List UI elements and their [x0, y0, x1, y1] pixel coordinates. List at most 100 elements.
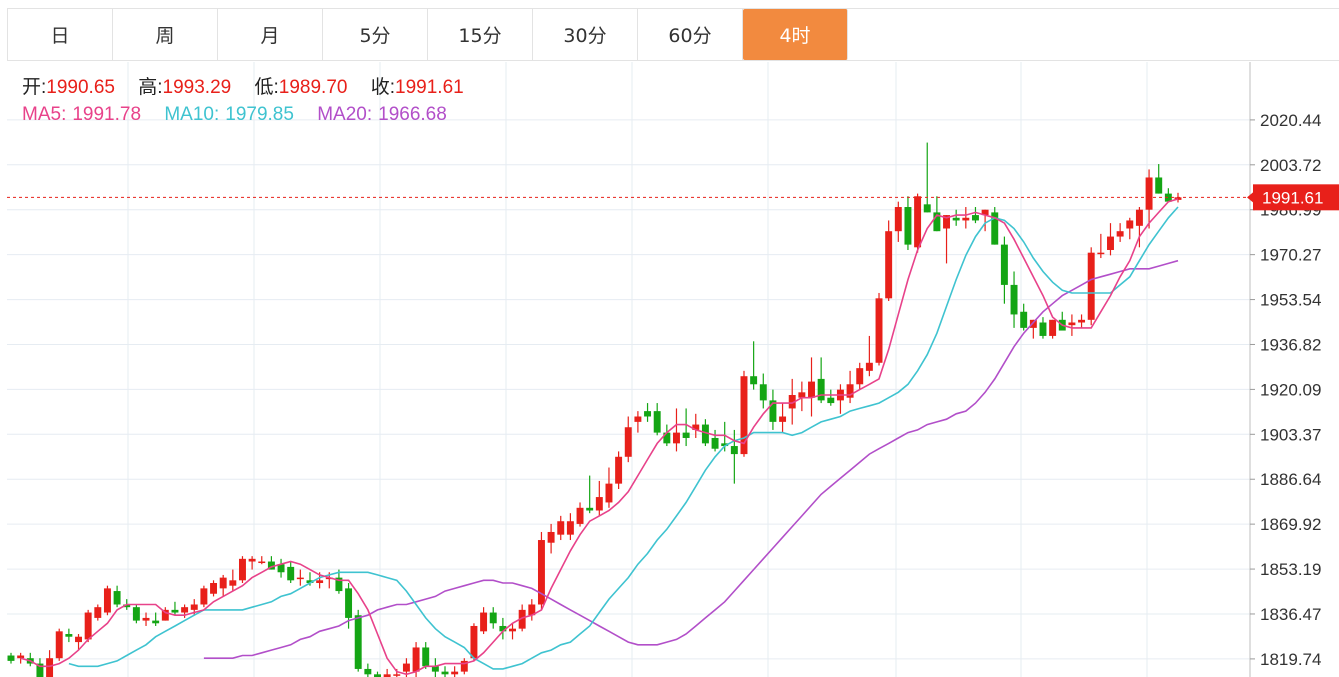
candle-body — [779, 416, 787, 422]
ma10-line — [68, 206, 1179, 670]
candle — [142, 612, 150, 626]
tab-5[interactable]: 15分 — [428, 9, 533, 60]
candle-body — [402, 663, 410, 672]
candle-body — [1078, 319, 1086, 323]
candle-body — [7, 655, 15, 661]
ma10-label: MA10: — [164, 104, 219, 125]
ma20-value: 1966.68 — [378, 104, 447, 125]
grid-layer — [7, 62, 1250, 677]
svg-text:MA5:1991.78 MA10:1979.85: MA5: 1991.78 MA10: 1979.85 MA20: 1966.68 — [22, 104, 447, 125]
y-tick-label: 1853.19 — [1260, 560, 1321, 579]
candle-body — [383, 674, 391, 677]
ma20-label: MA20: — [317, 104, 372, 125]
candle — [1039, 317, 1047, 339]
candle-body — [1068, 322, 1076, 326]
y-tick-label: 2020.44 — [1260, 111, 1321, 130]
candle — [856, 362, 864, 390]
candle-body — [306, 580, 314, 584]
candle — [634, 411, 642, 433]
candle-body — [885, 231, 893, 299]
candle — [730, 429, 738, 484]
candle-body — [586, 507, 594, 511]
candle-body — [287, 566, 295, 581]
candle-body — [422, 647, 430, 667]
tab-1[interactable]: 日 — [8, 9, 113, 60]
candle — [509, 623, 516, 640]
candle — [161, 607, 169, 621]
candle — [383, 668, 391, 677]
candle — [1087, 247, 1095, 326]
tab-2[interactable]: 周 — [113, 9, 218, 60]
candle — [914, 193, 922, 253]
candle — [1135, 207, 1143, 248]
candle — [1145, 169, 1153, 229]
candle-body — [171, 609, 179, 613]
candle-body — [1145, 177, 1153, 210]
candle-body — [335, 577, 343, 592]
candle-body — [740, 376, 748, 455]
tab-4[interactable]: 5分 — [323, 9, 428, 60]
candle-body — [364, 668, 372, 675]
candle-body — [875, 298, 883, 363]
candle-body — [1107, 236, 1114, 250]
y-tick-label: 1836.47 — [1260, 605, 1321, 624]
candle — [1068, 314, 1076, 336]
tab-8[interactable]: 4时 — [743, 9, 848, 60]
candle-body — [1135, 209, 1143, 226]
candle — [537, 531, 545, 610]
candle-body — [962, 217, 970, 221]
candle-body — [345, 588, 353, 618]
candle — [1078, 314, 1086, 328]
candle — [36, 658, 44, 677]
close-label: 收: — [371, 76, 395, 98]
candle-body — [1155, 177, 1163, 194]
candle-body — [470, 625, 478, 659]
y-axis: 2020.442003.721986.991970.271953.541936.… — [1249, 62, 1321, 677]
candle-body — [248, 558, 256, 562]
candle — [653, 403, 661, 436]
candle — [971, 207, 979, 224]
candle-body — [412, 647, 420, 672]
current-price-pointer — [1247, 192, 1253, 203]
candle — [1049, 319, 1057, 339]
candle-body — [576, 507, 584, 524]
low-label: 低: — [255, 76, 279, 98]
candle-body — [692, 424, 700, 430]
candle-body — [55, 631, 63, 659]
candle-body — [509, 628, 516, 632]
candle-body — [557, 521, 565, 535]
candle-body — [17, 655, 25, 659]
candle — [894, 201, 902, 242]
open-value: 1990.65 — [46, 77, 115, 98]
candle-body — [634, 416, 642, 422]
candle-body — [1174, 197, 1182, 200]
candle — [663, 424, 671, 447]
tab-3[interactable]: 月 — [218, 9, 323, 60]
candle-body — [277, 564, 285, 573]
y-tick-label: 1869.92 — [1260, 515, 1321, 534]
candle-body — [296, 577, 304, 580]
candle — [885, 220, 893, 302]
candle-body — [682, 432, 690, 438]
candle — [692, 413, 700, 438]
candle-body — [846, 384, 854, 398]
tab-6[interactable]: 30分 — [533, 9, 638, 60]
candle-body — [65, 634, 73, 637]
ma20-line — [203, 259, 1179, 660]
candle-body — [1049, 319, 1057, 336]
current-price-layer: 1991.61 — [7, 184, 1339, 211]
candle — [460, 658, 468, 675]
candle-body — [46, 658, 54, 677]
candle — [557, 515, 565, 541]
candle — [374, 671, 381, 677]
candle — [84, 609, 92, 643]
candle — [7, 652, 15, 664]
candle-body — [933, 212, 941, 232]
tab-7[interactable]: 60分 — [638, 9, 743, 60]
candle-body — [615, 456, 623, 484]
candle — [827, 389, 835, 406]
candle — [595, 480, 603, 516]
svg-text:开:1990.65 高:1993.29: 开:1990.65 高:1993.29 低:1989.70 收:1991.61 — [22, 76, 464, 98]
candle — [441, 666, 449, 677]
